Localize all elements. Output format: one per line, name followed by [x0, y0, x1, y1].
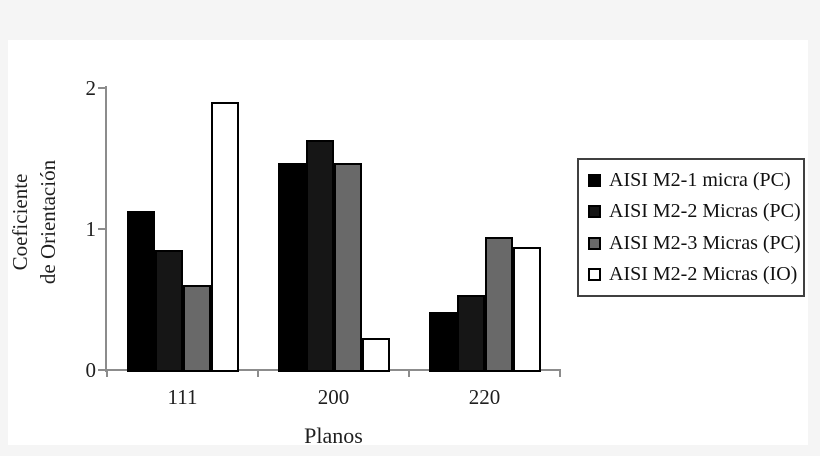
bar-111-series-1	[126, 211, 155, 372]
legend-item: AISI M2-3 Micras (PC)	[588, 232, 803, 255]
y-tick-label: 0	[85, 358, 97, 382]
y-tick-label: 2	[85, 76, 97, 100]
category-label: 220	[468, 385, 501, 409]
category-label: 200	[317, 385, 350, 409]
legend-label: AISI M2-1 micra (PC)	[609, 169, 791, 192]
y-tick-mark	[98, 228, 107, 230]
legend-marker-icon	[588, 174, 601, 188]
bar-220-series-1	[428, 312, 457, 372]
legend: AISI M2-1 micra (PC) AISI M2-2 Micras (PC…	[577, 158, 805, 297]
bar-200-series-1	[277, 163, 306, 372]
bar-111-series-4	[210, 102, 239, 372]
bar-111-series-2	[154, 250, 183, 372]
bar-200-series-2	[305, 140, 334, 372]
y-axis-title: Coeficiente de Orientación	[6, 92, 62, 352]
bar-220-series-4	[512, 247, 541, 372]
bar-200-series-4	[361, 338, 390, 372]
x-axis-title: Planos	[304, 423, 363, 448]
legend-item: AISI M2-2 Micras (PC)	[588, 200, 803, 223]
y-tick-label: 1	[85, 217, 97, 241]
x-tick-mark	[408, 370, 410, 377]
legend-marker-icon	[588, 236, 601, 250]
y-tick-mark	[98, 87, 107, 89]
legend-label: AISI M2-2 Micras (IO)	[609, 262, 798, 285]
category-label: 111	[167, 385, 198, 409]
legend-item: AISI M2-1 micra (PC)	[588, 169, 803, 192]
legend-marker-icon	[588, 267, 601, 281]
legend-label: AISI M2-2 Micras (PC)	[609, 200, 801, 223]
y-tick-mark	[98, 369, 107, 371]
legend-item: AISI M2-2 Micras (IO)	[588, 263, 803, 286]
y-axis-title-line2: de Orientación	[36, 159, 60, 285]
bar-220-series-2	[456, 295, 485, 372]
x-tick-mark	[559, 370, 561, 377]
legend-label: AISI M2-3 Micras (PC)	[609, 231, 801, 254]
y-axis-title-line1: Coeficiente	[8, 173, 32, 271]
legend-marker-icon	[588, 205, 601, 219]
bar-220-series-3	[484, 237, 513, 372]
x-tick-mark	[257, 370, 259, 377]
x-tick-mark	[106, 370, 108, 377]
bar-111-series-3	[182, 285, 211, 372]
bar-200-series-3	[333, 163, 362, 372]
